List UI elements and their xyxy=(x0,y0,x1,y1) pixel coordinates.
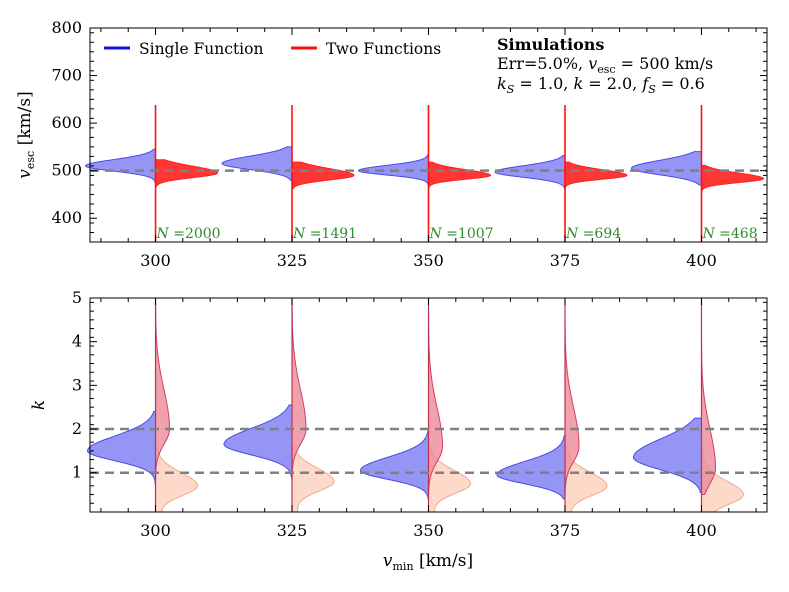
violin-single-function xyxy=(223,404,293,480)
sample-size-label: N =1007 xyxy=(429,226,494,242)
y-tick-label: 2 xyxy=(72,419,82,438)
bottom-y-axis-label: k xyxy=(29,400,49,410)
annotation-line2: kS = 1.0, k = 2.0, fS = 0.6 xyxy=(497,74,705,96)
violin-single-function xyxy=(87,411,157,487)
y-tick-label: 500 xyxy=(51,161,82,180)
sample-size-label: N =2000 xyxy=(156,226,221,242)
violin-two-functions xyxy=(700,164,764,193)
violin-single-function xyxy=(221,146,293,181)
x-tick-label: 375 xyxy=(550,251,581,270)
violin-two-functions xyxy=(428,161,492,190)
y-tick-label: 400 xyxy=(51,208,82,227)
legend-label-single: Single Function xyxy=(139,40,263,58)
annotation-title: Simulations xyxy=(497,35,604,54)
bottom-plot-area xyxy=(87,297,767,513)
y-tick-label: 3 xyxy=(72,375,82,394)
legend: Single Function Two Functions xyxy=(104,40,441,58)
sample-size-label: N =1491 xyxy=(292,226,357,242)
x-tick-label: 375 xyxy=(550,521,581,540)
x-tick-label: 350 xyxy=(413,521,444,540)
y-tick-label: 5 xyxy=(72,288,82,307)
y-tick-label: 800 xyxy=(51,18,82,37)
violin-single-function xyxy=(85,148,157,184)
top-ticks: 300 325 350 375 400 400 500 600 700 800 xyxy=(51,18,767,270)
x-tick-label: 400 xyxy=(686,251,717,270)
annotation-line1: Err=5.0%, vesc = 500 km/s xyxy=(497,54,713,76)
x-axis-label: vmin [km/s] xyxy=(383,551,473,573)
sample-size-label: N =468 xyxy=(701,226,757,242)
x-tick-label: 300 xyxy=(140,521,171,540)
x-tick-label: 325 xyxy=(277,251,308,270)
x-tick-label: 350 xyxy=(413,251,444,270)
x-tick-label: 400 xyxy=(686,521,717,540)
violin-two-functions-kS xyxy=(155,445,199,513)
top-plot-area: N =2000 N =1491 N =1007 N =694 N =468 xyxy=(85,105,767,242)
simulation-annotation: Simulations Err=5.0%, vesc = 500 km/s kS… xyxy=(497,35,713,96)
violin-two-functions-k xyxy=(700,297,716,496)
x-tick-label: 300 xyxy=(140,251,171,270)
y-tick-label: 1 xyxy=(72,463,82,482)
y-tick-label: 600 xyxy=(51,113,82,132)
violin-two-functions xyxy=(155,159,219,187)
top-y-axis-label: vesc [km/s] xyxy=(15,91,37,178)
violin-single-function xyxy=(496,435,566,500)
bottom-ticks: 300 325 350 375 400 1 2 3 4 5 xyxy=(72,288,767,540)
bottom-panel: 300 325 350 375 400 1 2 3 4 5 k vmin [km/s] xyxy=(29,288,768,573)
y-tick-label: 700 xyxy=(51,66,82,85)
top-panel: N =2000 N =1491 N =1007 N =694 N =468 300 325… xyxy=(15,18,768,270)
violin-single-function xyxy=(630,151,702,186)
x-tick-label: 325 xyxy=(277,521,308,540)
violin-two-functions xyxy=(564,161,628,190)
y-tick-label: 4 xyxy=(72,332,82,351)
legend-label-two: Two Functions xyxy=(326,40,441,58)
sample-size-label: N =694 xyxy=(565,226,621,242)
violin-single-function xyxy=(494,154,566,190)
violin-two-functions xyxy=(291,161,355,190)
violin-two-functions-kS xyxy=(291,445,335,513)
violin-single-function xyxy=(359,430,429,500)
